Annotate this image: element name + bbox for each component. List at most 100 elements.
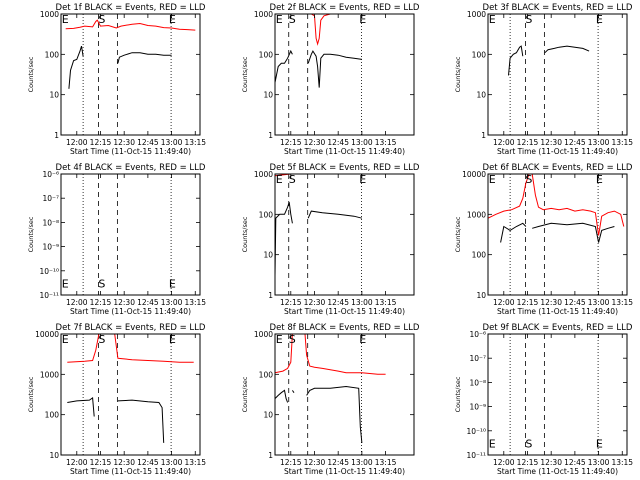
x-axis-label: Start Time (11-Oct-15 11:49:40) (497, 467, 618, 476)
x-axis-label: Start Time (11-Oct-15 11:49:40) (70, 307, 191, 316)
x-tick-label: 12:30 (113, 138, 135, 147)
event-marker-e: E (276, 13, 283, 26)
y-tick-label: 1 (268, 131, 273, 140)
panel-title: Det 7f BLACK = Events, RED = LLD (56, 323, 206, 333)
y-tick-label: 10 (263, 411, 273, 420)
y-tick-label: 100 (472, 251, 487, 260)
y-tick-label: 10 (263, 251, 273, 260)
series-line-events (532, 222, 615, 243)
y-tick-label: 10⁻¹⁰ (466, 427, 486, 436)
event-marker-s: S (525, 13, 532, 26)
x-tick-label: 12:30 (304, 458, 326, 467)
y-tick-label: 100 (259, 50, 274, 59)
panel-title: Det 1f BLACK = Events, RED = LLD (56, 3, 206, 13)
plot-frame (60, 173, 201, 296)
x-tick-label: 12:45 (137, 458, 159, 467)
x-tick-label: 13:15 (375, 138, 397, 147)
y-axis-label: Counts/sec (27, 376, 35, 412)
x-axis-label: Start Time (11-Oct-15 11:49:40) (284, 467, 405, 476)
y-axis-label: Counts/sec (454, 216, 462, 252)
y-axis-label: Counts/sec (241, 56, 249, 92)
y-tick-label: 10⁻⁶ (42, 170, 59, 179)
event-marker-e: E (62, 278, 69, 291)
x-tick-label: 12:00 (66, 138, 88, 147)
x-tick-label: 12:00 (493, 298, 515, 307)
y-tick-label: 1 (481, 131, 486, 140)
y-tick-label: 10 (263, 91, 273, 100)
event-marker-e: E (596, 438, 603, 451)
y-tick-label: 10⁻¹¹ (39, 291, 59, 300)
x-tick-label: 13:15 (375, 458, 397, 467)
x-tick-label: 12:15 (90, 458, 112, 467)
event-marker-e: E (169, 333, 176, 346)
series-line-lld (67, 333, 194, 363)
event-marker-e: E (596, 13, 603, 26)
x-tick-label: 13:00 (161, 298, 183, 307)
series-line-events (117, 399, 165, 443)
series-line-events (307, 210, 363, 219)
x-tick-label: 12:00 (66, 458, 88, 467)
y-axis-label: Counts/sec (454, 56, 462, 92)
x-tick-label: 13:15 (184, 458, 206, 467)
x-tick-label: 12:30 (304, 298, 326, 307)
x-tick-label: 12:30 (540, 298, 562, 307)
series-line-events (508, 45, 524, 76)
panel-title: Det 2f BLACK = Events, RED = LLD (270, 3, 420, 13)
event-marker-s: S (98, 333, 105, 346)
plot-frame (487, 13, 628, 136)
x-tick-label: 13:00 (588, 298, 610, 307)
x-tick-label: 12:15 (90, 138, 112, 147)
x-tick-label: 13:00 (351, 458, 373, 467)
series-line-events (274, 49, 293, 83)
series-line-lld (274, 333, 386, 375)
x-tick-label: 13:00 (161, 458, 183, 467)
panel-title: Det 9f BLACK = Events, RED = LLD (483, 323, 633, 333)
x-tick-label: 12:45 (137, 138, 159, 147)
y-tick-label: 10 (476, 291, 486, 300)
x-tick-label: 13:15 (184, 138, 206, 147)
plot-frame (274, 333, 415, 456)
x-tick-label: 12:15 (280, 298, 302, 307)
x-tick-label: 13:00 (351, 138, 373, 147)
x-tick-label: 12:30 (304, 138, 326, 147)
event-marker-e: E (169, 278, 176, 291)
event-marker-e: E (62, 333, 69, 346)
series-line-events (291, 390, 295, 393)
y-tick-label: 10⁻⁸ (42, 218, 59, 227)
y-tick-label: 1 (268, 291, 273, 300)
x-axis-label: Start Time (11-Oct-15 11:49:40) (497, 147, 618, 156)
plot-frame (274, 173, 415, 296)
y-tick-label: 10⁻¹⁰ (39, 267, 59, 276)
x-tick-label: 12:45 (327, 138, 349, 147)
event-marker-s: S (289, 173, 296, 186)
x-tick-label: 13:15 (611, 138, 633, 147)
x-axis-label: Start Time (11-Oct-15 11:49:40) (70, 467, 191, 476)
y-tick-label: 10 (49, 91, 59, 100)
plot-frame (60, 13, 201, 136)
plot-frame (274, 13, 415, 136)
event-marker-e: E (62, 13, 69, 26)
y-tick-label: 10⁻⁷ (42, 194, 59, 203)
y-axis-label: Counts/sec (454, 376, 462, 412)
x-tick-label: 13:00 (588, 138, 610, 147)
y-tick-label: 1000 (467, 210, 486, 219)
x-tick-label: 12:00 (66, 298, 88, 307)
x-tick-label: 12:30 (113, 458, 135, 467)
x-tick-label: 13:15 (375, 298, 397, 307)
y-tick-label: 10⁻⁸ (469, 378, 486, 387)
series-line-lld (487, 173, 625, 236)
x-tick-label: 13:15 (184, 298, 206, 307)
event-marker-e: E (359, 173, 366, 186)
x-tick-label: 12:15 (517, 138, 539, 147)
plot-frame (487, 333, 628, 456)
series-line-events (544, 45, 590, 54)
x-tick-label: 12:15 (90, 298, 112, 307)
